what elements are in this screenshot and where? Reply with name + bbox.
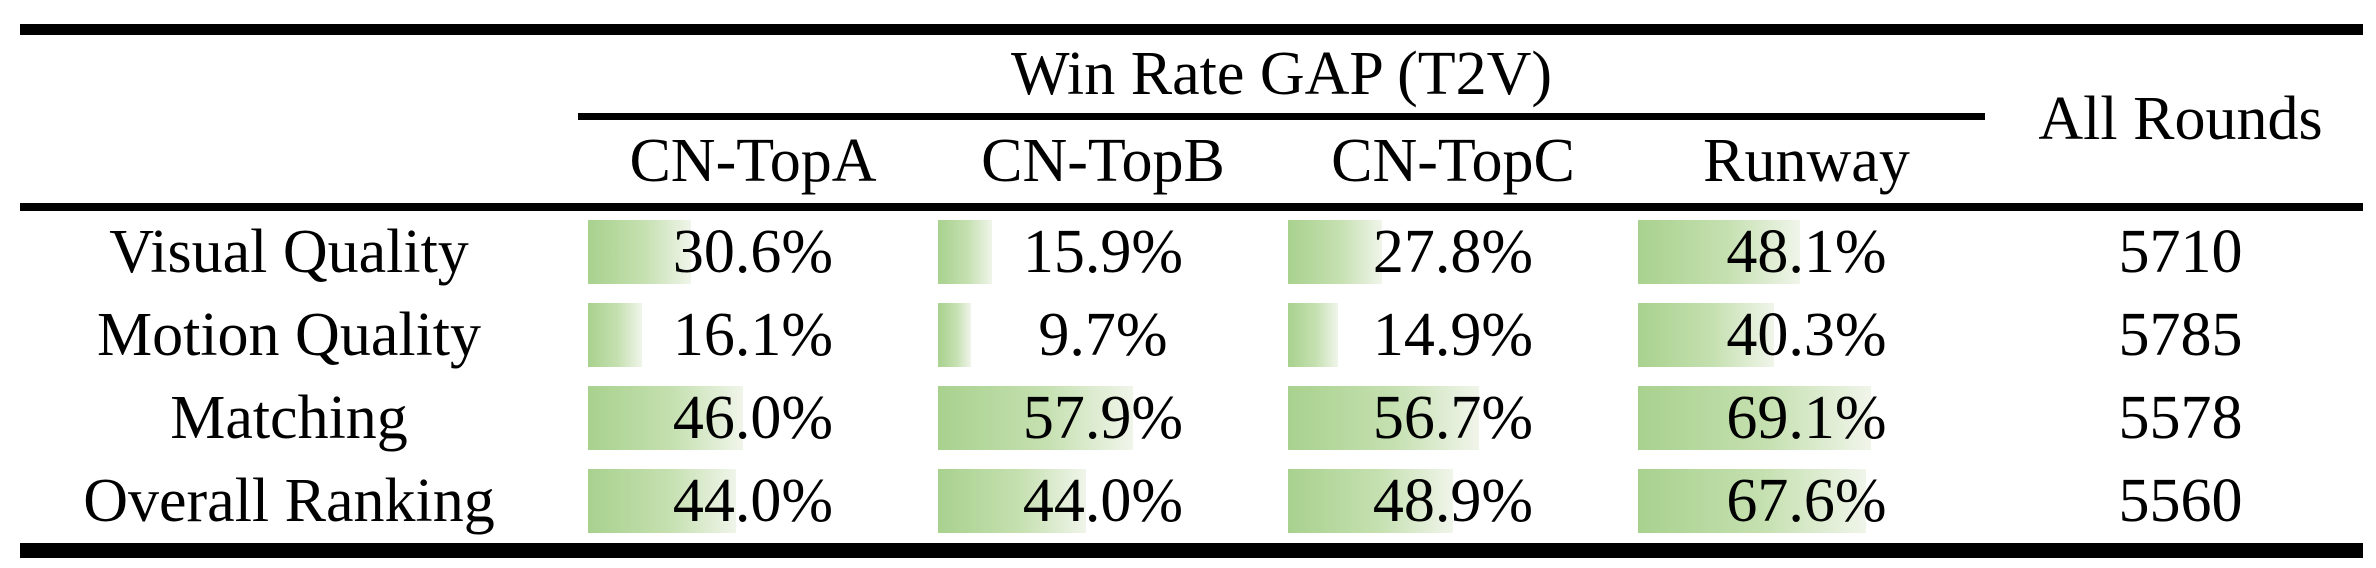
value-cell: 40.3% bbox=[1628, 294, 1985, 377]
value-cell: 30.6% bbox=[578, 211, 928, 294]
row-label: Motion Quality bbox=[96, 301, 482, 369]
win-rate-bar bbox=[1288, 220, 1382, 284]
column-header-cn-topc: CN-TopC bbox=[1331, 127, 1575, 195]
column-header-cn-topb: CN-TopB bbox=[981, 127, 1225, 195]
win-rate-value: 40.3% bbox=[1726, 301, 1887, 369]
value-cell: 14.9% bbox=[1278, 294, 1628, 377]
column-headers: CN-TopA CN-TopB CN-TopC Runway bbox=[578, 120, 1985, 203]
top-rule bbox=[20, 24, 2363, 35]
group-header-title: Win Rate GAP (T2V) bbox=[1010, 39, 1553, 108]
win-rate-bar bbox=[938, 303, 971, 367]
group-header-underline-rule bbox=[578, 113, 1985, 120]
value-cell: 9.7% bbox=[928, 294, 1278, 377]
bottom-rule bbox=[20, 543, 2363, 558]
value-cell: 67.6% bbox=[1628, 460, 1985, 543]
win-rate-value: 30.6% bbox=[672, 218, 834, 286]
value-cell: 44.0% bbox=[928, 460, 1278, 543]
win-rate-bar bbox=[588, 303, 642, 367]
row-label: Overall Ranking bbox=[83, 467, 495, 535]
win-rate-value: 67.6% bbox=[1726, 467, 1887, 535]
value-cell: 16.1% bbox=[578, 294, 928, 377]
win-rate-value: 69.1% bbox=[1726, 384, 1887, 452]
win-rate-value: 16.1% bbox=[672, 301, 834, 369]
all-rounds-value: 5578 bbox=[2118, 384, 2243, 452]
win-rate-bar bbox=[938, 220, 992, 284]
win-rate-value: 48.9% bbox=[1372, 467, 1534, 535]
row-label: Matching bbox=[170, 384, 408, 452]
win-rate-bar bbox=[588, 469, 736, 533]
all-rounds-value: 5785 bbox=[2118, 301, 2243, 369]
win-rate-value: 14.9% bbox=[1372, 301, 1534, 369]
value-cell: 27.8% bbox=[1278, 211, 1628, 294]
win-rate-bar bbox=[938, 386, 1133, 450]
win-rate-value: 56.7% bbox=[1372, 384, 1534, 452]
header-separator-rule bbox=[20, 203, 2363, 211]
win-rate-bar bbox=[938, 469, 1086, 533]
all-rounds-value: 5710 bbox=[2118, 218, 2243, 286]
win-rate-bar bbox=[1288, 303, 1338, 367]
value-cell: 56.7% bbox=[1278, 377, 1628, 460]
value-cell: 48.1% bbox=[1628, 211, 1985, 294]
win-rate-bar bbox=[1638, 303, 1774, 367]
table-row: Matching 46.0% 57.9% 56.7% 69.1% 5578 bbox=[0, 377, 2376, 460]
value-cell: 44.0% bbox=[578, 460, 928, 543]
value-cell: 46.0% bbox=[578, 377, 928, 460]
win-rate-value: 27.8% bbox=[1372, 218, 1534, 286]
win-rate-value: 15.9% bbox=[1022, 218, 1184, 286]
table-body: Visual Quality 30.6% 15.9% 27.8% 48.1% 5710 … bbox=[0, 211, 2376, 543]
all-rounds-column-header: All Rounds bbox=[2038, 84, 2323, 153]
win-rate-value: 57.9% bbox=[1022, 384, 1184, 452]
win-rate-value: 9.7% bbox=[1038, 301, 1168, 369]
win-rate-value: 46.0% bbox=[672, 384, 834, 452]
win-rate-bar bbox=[1638, 220, 1800, 284]
value-cell: 48.9% bbox=[1278, 460, 1628, 543]
win-rate-bar bbox=[1638, 386, 1871, 450]
column-header-cn-topa: CN-TopA bbox=[629, 127, 877, 195]
table-row: Motion Quality 16.1% 9.7% 14.9% 40.3% 5785 bbox=[0, 294, 2376, 377]
value-cell: 15.9% bbox=[928, 211, 1278, 294]
win-rate-value: 44.0% bbox=[1022, 467, 1184, 535]
win-rate-bar bbox=[588, 220, 691, 284]
win-rate-bar bbox=[588, 386, 743, 450]
win-rate-bar bbox=[1638, 469, 1866, 533]
value-cell: 57.9% bbox=[928, 377, 1278, 460]
row-label: Visual Quality bbox=[109, 218, 469, 286]
table-row: Visual Quality 30.6% 15.9% 27.8% 48.1% 5710 bbox=[0, 211, 2376, 294]
all-rounds-value: 5560 bbox=[2118, 467, 2243, 535]
win-rate-bar bbox=[1288, 469, 1453, 533]
column-header-runway: Runway bbox=[1703, 127, 1910, 195]
table-row: Overall Ranking 44.0% 44.0% 48.9% 67.6% 5560 bbox=[0, 460, 2376, 543]
win-rate-value: 44.0% bbox=[672, 467, 834, 535]
win-rate-value: 48.1% bbox=[1726, 218, 1887, 286]
value-cell: 69.1% bbox=[1628, 377, 1985, 460]
win-rate-bar bbox=[1288, 386, 1479, 450]
